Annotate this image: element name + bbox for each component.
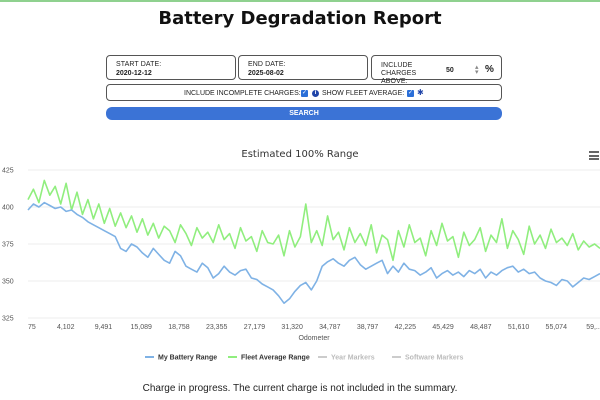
- x-tick-label: 27,179: [244, 324, 266, 331]
- y-tick-label: 425: [2, 168, 14, 175]
- x-tick-label: 75: [28, 324, 36, 331]
- chart-title: Estimated 100% Range: [241, 149, 359, 160]
- x-tick-label: 59,...: [586, 324, 600, 331]
- legend-item[interactable]: Fleet Average Range: [228, 355, 310, 362]
- start-date-field[interactable]: START DATE: 2020-12-12: [106, 55, 236, 80]
- end-date-value[interactable]: 2025-08-02: [248, 70, 284, 77]
- up-down-arrows-icon[interactable]: ▴ ▾: [475, 64, 479, 76]
- options-row: INCLUDE INCOMPLETE CHARGES: ✓ i SHOW FLE…: [106, 84, 502, 101]
- include-incomplete-checkbox[interactable]: ✓: [301, 90, 308, 97]
- charges-above-label: INCLUDE CHARGES ABOVE:: [381, 62, 417, 85]
- x-tick-label: 48,487: [470, 324, 492, 331]
- x-axis-label: Odometer: [298, 335, 330, 342]
- x-tick-label: 51,610: [508, 324, 530, 331]
- page-title: Battery Degradation Report: [158, 8, 442, 29]
- x-tick-label: 15,089: [130, 324, 152, 331]
- start-date-label: START DATE:: [116, 61, 162, 68]
- end-date-field[interactable]: END DATE: 2025-08-02: [238, 55, 368, 80]
- x-tick-label: 31,320: [281, 324, 303, 331]
- y-tick-label: 325: [2, 316, 14, 323]
- y-tick-label: 400: [2, 205, 14, 212]
- series-line-fleet-average-range: [27, 179, 600, 262]
- x-tick-label: 23,355: [206, 324, 228, 331]
- status-message: Charge in progress. The current charge i…: [142, 383, 458, 394]
- legend-item[interactable]: Software Markers: [392, 355, 463, 362]
- charges-above-field[interactable]: INCLUDE CHARGES ABOVE: 50 ▴ ▾ %: [371, 55, 502, 85]
- top-accent-line: [0, 0, 600, 2]
- x-tick-label: 38,797: [357, 324, 379, 331]
- show-fleet-average-label: SHOW FLEET AVERAGE:: [322, 90, 405, 97]
- x-tick-label: 4,102: [57, 324, 75, 331]
- charges-above-value[interactable]: 50: [446, 67, 454, 74]
- legend-item[interactable]: Year Markers: [318, 355, 375, 362]
- percent-unit: %: [485, 64, 494, 75]
- legend-label: Fleet Average Range: [241, 355, 310, 362]
- legend-label: My Battery Range: [158, 355, 217, 362]
- gear-icon[interactable]: ✱: [417, 88, 424, 97]
- info-icon[interactable]: i: [312, 90, 319, 97]
- x-tick-label: 45,429: [432, 324, 454, 331]
- y-tick-label: 375: [2, 242, 14, 249]
- y-tick-label: 350: [2, 279, 14, 286]
- x-tick-label: 55,074: [546, 324, 568, 331]
- end-date-label: END DATE:: [248, 61, 286, 68]
- x-tick-label: 9,491: [95, 324, 113, 331]
- legend-item[interactable]: My Battery Range: [145, 355, 217, 362]
- show-fleet-average-checkbox[interactable]: ✓: [407, 90, 414, 97]
- x-tick-label: 18,758: [168, 324, 190, 331]
- hamburger-menu-icon[interactable]: [589, 151, 599, 160]
- x-tick-label: 42,225: [395, 324, 417, 331]
- series-line-my-battery-range: [27, 201, 600, 304]
- search-button[interactable]: SEARCH: [106, 107, 502, 120]
- include-incomplete-label: INCLUDE INCOMPLETE CHARGES:: [184, 90, 301, 97]
- range-line-chart: 325 350 375 400 425 75 4,102 9,491 15,089 18,758…: [2, 168, 600, 362]
- legend-label: Software Markers: [405, 355, 463, 362]
- start-date-value[interactable]: 2020-12-12: [116, 70, 152, 77]
- x-tick-label: 34,787: [319, 324, 341, 331]
- legend-label: Year Markers: [331, 355, 375, 362]
